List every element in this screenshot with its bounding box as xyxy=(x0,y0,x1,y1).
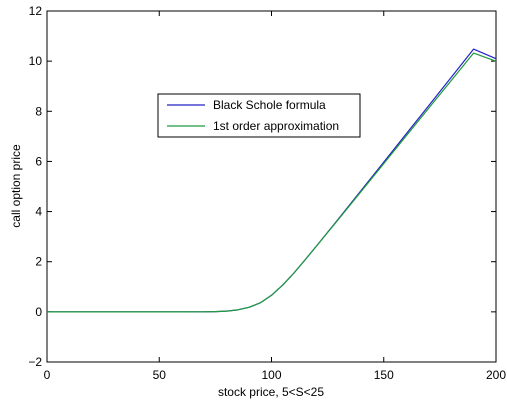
x-tick-label: 50 xyxy=(153,368,167,382)
x-axis-label: stock price, 5<S<25 xyxy=(218,385,324,399)
x-tick-label: 100 xyxy=(261,368,281,382)
y-tick-label: 8 xyxy=(35,104,42,118)
legend-box xyxy=(157,93,361,138)
y-tick-label: −2 xyxy=(28,355,42,369)
y-tick-label: 6 xyxy=(35,154,42,168)
y-tick-label: 12 xyxy=(29,4,43,18)
y-tick-label: 4 xyxy=(35,205,42,219)
x-tick-label: 0 xyxy=(44,368,51,382)
y-tick-label: 2 xyxy=(35,255,42,269)
legend: Black Schole formula 1st order approxima… xyxy=(157,93,361,138)
plot-area xyxy=(46,10,497,363)
x-tick-label: 150 xyxy=(374,368,394,382)
legend-label-black-schole: Black Schole formula xyxy=(213,98,326,112)
y-axis-label: call option price xyxy=(9,144,23,228)
y-tick-label: 0 xyxy=(35,305,42,319)
y-tick-label: 10 xyxy=(29,54,43,68)
series-line-1 xyxy=(47,52,497,313)
x-tick-label: 200 xyxy=(486,368,506,382)
series-lines xyxy=(47,48,497,313)
legend-label-first-order: 1st order approximation xyxy=(213,119,339,133)
